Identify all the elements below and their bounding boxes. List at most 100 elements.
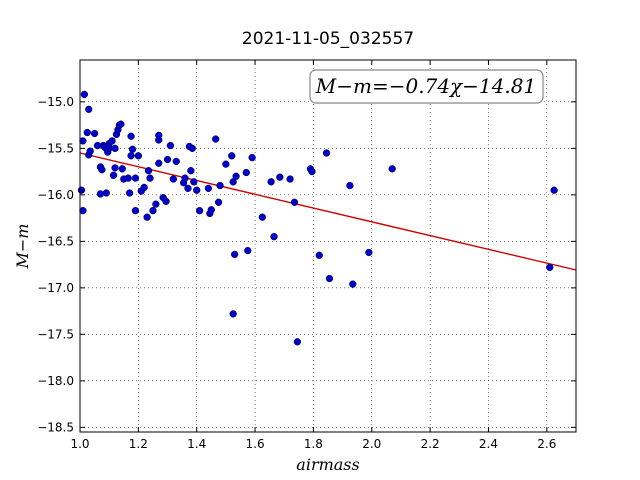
- data-point: [86, 147, 94, 155]
- y-tick-label: −18.5: [37, 420, 74, 434]
- data-point: [140, 183, 148, 192]
- x-tick-label: 2.4: [479, 437, 498, 451]
- y-tick-label: −16.5: [37, 234, 74, 248]
- data-point: [193, 186, 201, 194]
- x-tick-label: 2.2: [421, 437, 440, 451]
- data-point: [155, 131, 163, 139]
- data-point: [207, 206, 215, 214]
- y-tick-label: −16.0: [37, 188, 74, 202]
- data-point: [149, 207, 157, 215]
- data-point: [172, 157, 180, 166]
- data-point: [229, 310, 237, 318]
- x-axis-label: airmass: [296, 455, 359, 474]
- data-point: [109, 171, 118, 179]
- data-point: [127, 132, 135, 140]
- data-point: [162, 197, 170, 206]
- data-point: [163, 155, 172, 164]
- data-point: [346, 181, 354, 190]
- data-point: [131, 174, 140, 182]
- data-point: [118, 165, 126, 173]
- fit-equation: M−m=−0.74χ−14.81: [315, 74, 536, 98]
- x-tick-label: 1.6: [246, 437, 265, 451]
- data-point: [166, 141, 175, 150]
- data-point: [230, 250, 239, 259]
- data-point: [550, 186, 558, 194]
- y-tick-label: −18.0: [37, 374, 74, 388]
- data-point: [228, 152, 236, 160]
- data-point: [169, 175, 178, 183]
- data-point: [204, 184, 213, 192]
- data-point: [293, 338, 302, 346]
- data-point: [155, 159, 163, 167]
- data-point: [143, 213, 151, 221]
- data-point: [102, 189, 110, 197]
- x-tick-label: 1.2: [129, 437, 148, 451]
- data-point: [308, 167, 316, 176]
- data-point: [365, 248, 373, 257]
- data-point: [258, 213, 267, 221]
- x-tick-label: 1.0: [70, 437, 89, 451]
- plot-frame: [79, 59, 577, 433]
- data-point: [85, 105, 93, 113]
- data-point: [181, 174, 189, 182]
- data-point: [222, 160, 230, 168]
- x-tick-label: 1.8: [304, 437, 323, 451]
- data-points: [77, 90, 558, 346]
- data-point: [190, 178, 198, 186]
- x-tick-label: 1.4: [187, 437, 206, 451]
- data-point: [124, 174, 132, 182]
- data-point: [111, 164, 119, 172]
- data-point: [212, 135, 220, 143]
- data-point: [188, 144, 196, 153]
- data-point: [270, 233, 278, 241]
- data-point: [214, 198, 223, 206]
- y-tick-label: −15.0: [37, 95, 74, 109]
- x-tick-label: 2.6: [537, 437, 556, 451]
- data-point: [77, 186, 86, 194]
- data-point: [267, 178, 275, 186]
- data-point: [98, 166, 106, 174]
- axis-ticks: 1.0 1.2 1.4 1.6 1.8 2.0 2.2 2.4 2.6 −15.0 −15.5 −16…: [37, 60, 576, 451]
- data-point: [146, 174, 154, 182]
- data-point: [195, 207, 204, 215]
- data-point: [248, 154, 256, 162]
- y-tick-label: −15.5: [37, 141, 74, 155]
- data-point: [127, 152, 135, 160]
- data-point: [232, 172, 240, 180]
- data-point: [79, 207, 87, 215]
- x-tick-label: 2.0: [362, 437, 381, 451]
- y-tick-label: −17.5: [37, 327, 74, 341]
- data-point: [244, 247, 252, 255]
- chart-title: 2021-11-05_032557: [242, 29, 414, 49]
- data-point: [111, 144, 119, 153]
- data-point: [144, 167, 153, 175]
- data-point: [117, 120, 125, 128]
- data-point: [131, 207, 140, 215]
- data-point: [546, 263, 554, 272]
- data-point: [90, 129, 99, 138]
- data-point: [286, 175, 294, 183]
- data-point: [322, 149, 331, 157]
- data-point: [216, 181, 224, 190]
- data-point: [325, 274, 334, 283]
- data-point: [80, 90, 89, 99]
- data-point: [152, 200, 160, 208]
- data-point: [128, 145, 137, 153]
- y-axis-label: M−m: [13, 224, 32, 270]
- equation-box: M−m=−0.74χ−14.81: [309, 69, 544, 104]
- data-point: [125, 189, 134, 197]
- fit-line-layer: [79, 152, 577, 271]
- fit-line: [79, 152, 577, 271]
- equation-box-frame: [309, 69, 544, 104]
- data-point: [108, 137, 116, 145]
- data-point: [388, 165, 396, 173]
- data-point: [276, 173, 284, 181]
- data-point: [242, 168, 250, 177]
- data-point: [184, 184, 192, 192]
- y-tick-label: −17.0: [37, 281, 74, 295]
- data-point: [349, 280, 357, 288]
- data-point: [83, 128, 91, 137]
- data-point: [134, 152, 143, 160]
- data-point: [79, 137, 87, 145]
